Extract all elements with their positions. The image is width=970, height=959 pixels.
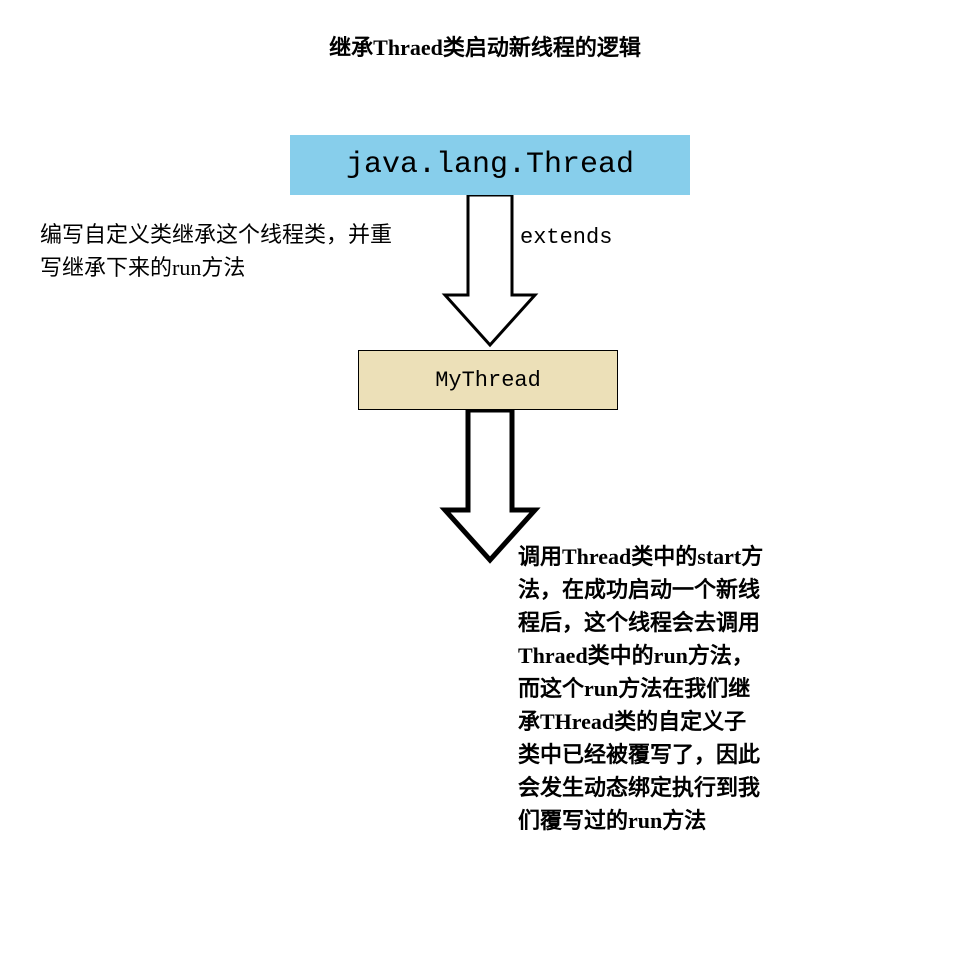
bottom-annotation: 调用Thread类中的start方法，在成功启动一个新线程后，这个线程会去调用T… [518, 540, 768, 837]
thread-class-label: java.lang.Thread [346, 148, 634, 182]
extends-label: extends [520, 225, 612, 250]
diagram-title: 继承Thraed类启动新线程的逻辑 [0, 30, 970, 62]
mythread-class-label: MyThread [435, 368, 541, 393]
thread-class-box: java.lang.Thread [290, 135, 690, 195]
extends-arrow [425, 195, 555, 355]
mythread-class-box: MyThread [358, 350, 618, 410]
left-annotation: 编写自定义类继承这个线程类，并重写继承下来的run方法 [40, 218, 410, 284]
